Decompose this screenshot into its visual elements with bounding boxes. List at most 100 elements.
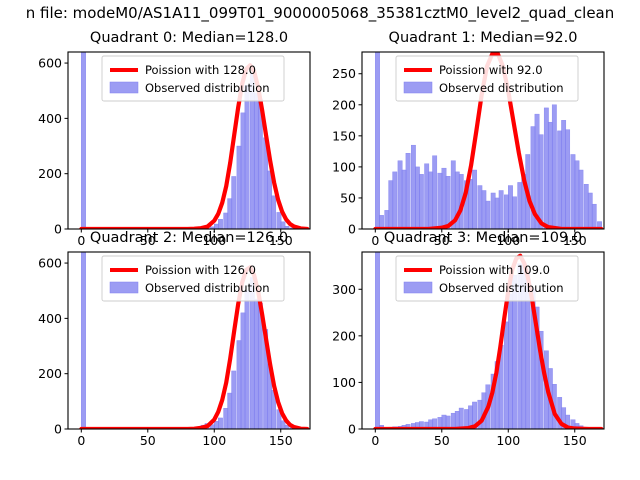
quadrant-1-axes: 0 50 100 150 0 50 100 150 200 250 Poission with 92… (332, 51, 605, 248)
histogram-bar (227, 392, 233, 429)
histogram-bar (437, 172, 443, 229)
quadrant-1-xaxis: 0 50 100 150 (371, 229, 587, 248)
quadrant-3-title: Quadrant 3: Median=109.0 (383, 230, 583, 246)
histogram-bar (236, 340, 242, 429)
y-tick-label: 400 (38, 111, 62, 126)
x-tick-label: 150 (269, 233, 293, 248)
y-tick-label: 200 (332, 97, 356, 112)
quadrant-2-title: Quadrant 2: Median=126.0 (89, 230, 289, 246)
histogram-bar (401, 169, 407, 229)
histogram-bar (504, 194, 509, 229)
histogram-bar (477, 185, 483, 229)
quadrant-1-yaxis: 0 50 100 150 200 250 (332, 66, 362, 237)
y-tick-label: 200 (38, 166, 62, 181)
x-tick-label: 100 (202, 433, 226, 448)
y-tick-label: 0 (54, 222, 62, 237)
legend-label-poisson: Poission with 126.0 (145, 263, 256, 277)
y-tick-label: 0 (348, 422, 356, 437)
quadrant-2-poisson-curve (79, 265, 310, 429)
legend-label-poisson: Poission with 109.0 (439, 263, 550, 277)
quadrant-1-plot-area (373, 52, 604, 229)
histogram-bar (547, 121, 553, 229)
quadrant-0-spines (67, 51, 311, 230)
histogram-bar (472, 401, 477, 429)
histogram-bar (458, 407, 464, 429)
histogram-bar (223, 212, 229, 229)
quadrant-1-poisson-curve (373, 52, 604, 229)
legend-frame (395, 55, 579, 102)
y-tick-label: 50 (340, 190, 356, 205)
histogram-bar (472, 169, 477, 229)
histogram-bar (565, 129, 571, 229)
histogram-bar (253, 298, 259, 429)
histogram-bar (392, 171, 398, 229)
histogram-bar (397, 160, 403, 229)
quadrant-2-yaxis: 0 200 400 600 (38, 256, 68, 437)
histogram-bar (375, 52, 380, 229)
figure-suptitle-text: n file: modeM0/AS1A11_099T01_9000005068_… (25, 4, 615, 22)
histogram-bar (418, 174, 424, 229)
x-tick-label: 0 (371, 233, 379, 248)
y-tick-label: 150 (332, 128, 356, 143)
histogram-bar (504, 321, 509, 429)
legend-frame (395, 255, 579, 302)
y-tick-label: 0 (54, 422, 62, 437)
quadrant-0-yaxis: 0 200 400 600 (38, 56, 68, 237)
quadrant-0-poisson-curve (79, 63, 310, 229)
quadrant-3-xaxis: 0 50 100 150 (371, 429, 587, 448)
legend-frame (101, 255, 285, 302)
x-tick-label: 150 (563, 433, 587, 448)
histogram-bar (267, 170, 273, 229)
quadrant-1-spines (361, 51, 605, 230)
y-tick-label: 600 (38, 56, 62, 71)
quadrant-1-histogram (375, 52, 602, 229)
histogram-bar (543, 107, 549, 229)
histogram-bar (280, 221, 286, 229)
quadrant-3-axes: 0 50 100 150 0 100 200 300 Poission with 109.0 Ob… (332, 251, 605, 448)
histogram-bar (214, 421, 219, 429)
legend-label-observed: Observed distribution (145, 281, 270, 295)
quadrant-0-legend[interactable]: Poission with 128.0 Observed distribution (101, 55, 285, 102)
histogram-bar (271, 195, 277, 229)
y-tick-label: 100 (332, 159, 356, 174)
y-tick-label: 200 (332, 328, 356, 343)
legend-patch-swatch (403, 81, 433, 94)
x-tick-label: 150 (563, 233, 587, 248)
histogram-bar (280, 420, 286, 429)
histogram-bar (388, 180, 394, 229)
histogram-bar (508, 185, 513, 229)
histogram-bar (428, 171, 434, 229)
quadrant-2-spines (67, 251, 311, 430)
histogram-bar (375, 252, 380, 429)
histogram-bar (227, 198, 233, 229)
y-tick-label: 300 (332, 282, 356, 297)
histogram-bar (244, 84, 250, 229)
quadrant-3-legend[interactable]: Poission with 109.0 Observed distribution (395, 255, 579, 302)
histogram-bar (557, 130, 563, 229)
histogram-bar (494, 197, 500, 229)
quadrant-3-spines (361, 251, 605, 430)
histogram-bar (508, 293, 513, 429)
quadrant-1-title: Quadrant 1: Median=92.0 (388, 30, 578, 46)
x-tick-label: 0 (77, 233, 85, 248)
quadrant-1-legend[interactable]: Poission with 92.0 Observed distribution (395, 55, 579, 102)
histogram-bar (432, 155, 438, 229)
x-tick-label: 0 (371, 433, 379, 448)
legend-patch-swatch (403, 281, 433, 294)
histogram-bar (231, 370, 237, 429)
histogram-bar (498, 190, 504, 229)
histogram-bar (441, 167, 447, 229)
histogram-bar (512, 196, 517, 229)
histogram-bar (231, 176, 237, 229)
histogram-bar (485, 200, 491, 229)
y-tick-label: 200 (38, 366, 62, 381)
histogram-bar (81, 52, 86, 229)
legend-patch-swatch (109, 281, 139, 294)
histogram-bar (384, 210, 390, 229)
quadrant-2-legend[interactable]: Poission with 126.0 Observed distribution (101, 255, 285, 302)
x-tick-label: 150 (269, 433, 293, 448)
histogram-bar (424, 163, 430, 229)
quadrant-2-plot-area (79, 252, 310, 429)
quadrant-2-xaxis: 0 50 100 150 (77, 429, 293, 448)
legend-label-observed: Observed distribution (145, 81, 270, 95)
